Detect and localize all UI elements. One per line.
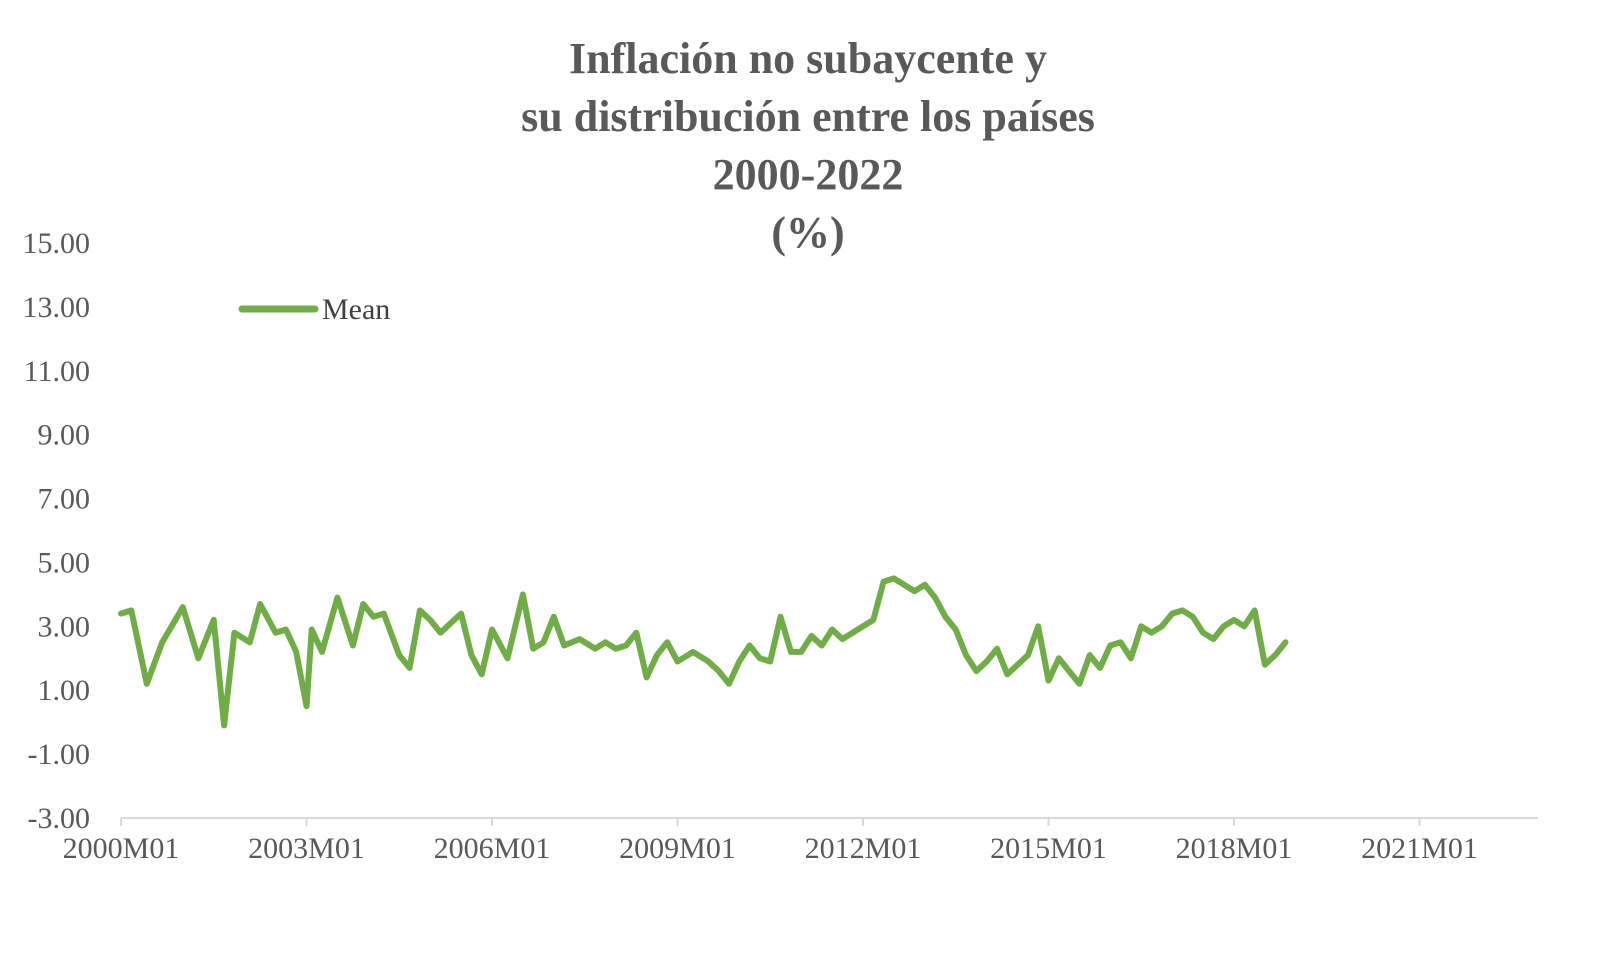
x-tick-label: 2021M01 [1361, 832, 1478, 865]
x-tick-label: 2012M01 [805, 832, 922, 865]
chart-title-line-3: 2000-2022 [712, 150, 904, 199]
chart-title-line-1: Inflación no subaycente y [569, 34, 1047, 83]
x-tick-label: 2018M01 [1176, 832, 1293, 865]
series-line-mean [118, 575, 1289, 729]
legend: Mean [238, 293, 390, 326]
y-tick-label: 7.00 [38, 483, 91, 516]
x-tick-label: 2015M01 [990, 832, 1107, 865]
y-tick-label: 5.00 [38, 546, 91, 579]
y-tick-label: -3.00 [28, 802, 91, 835]
y-tick-label: 15.00 [23, 227, 91, 260]
axis-layer: 15.00 13.00 11.00 9.00 7.00 5.00 3.00 1.00 -1.00… [23, 227, 1538, 865]
y-tick-label: 1.00 [38, 674, 91, 707]
chart-title: Inflación no subaycente y su distribució… [0, 30, 1600, 262]
x-tick-label: 2006M01 [434, 832, 551, 865]
y-tick-label: 13.00 [23, 291, 91, 324]
chart-title-line-4: (%) [771, 208, 845, 257]
series-layer [118, 575, 1289, 729]
y-tick-label: 3.00 [38, 610, 91, 643]
x-tick-label: 2009M01 [619, 832, 736, 865]
chart-title-line-2: su distribución entre los países [521, 92, 1095, 141]
legend-label-mean: Mean [322, 293, 390, 326]
y-tick-label: 9.00 [38, 419, 91, 452]
y-tick-label: 11.00 [24, 355, 90, 388]
x-tick-label: 2003M01 [248, 832, 365, 865]
x-tick-label: 2000M01 [63, 832, 180, 865]
y-tick-label: -1.00 [28, 738, 91, 771]
